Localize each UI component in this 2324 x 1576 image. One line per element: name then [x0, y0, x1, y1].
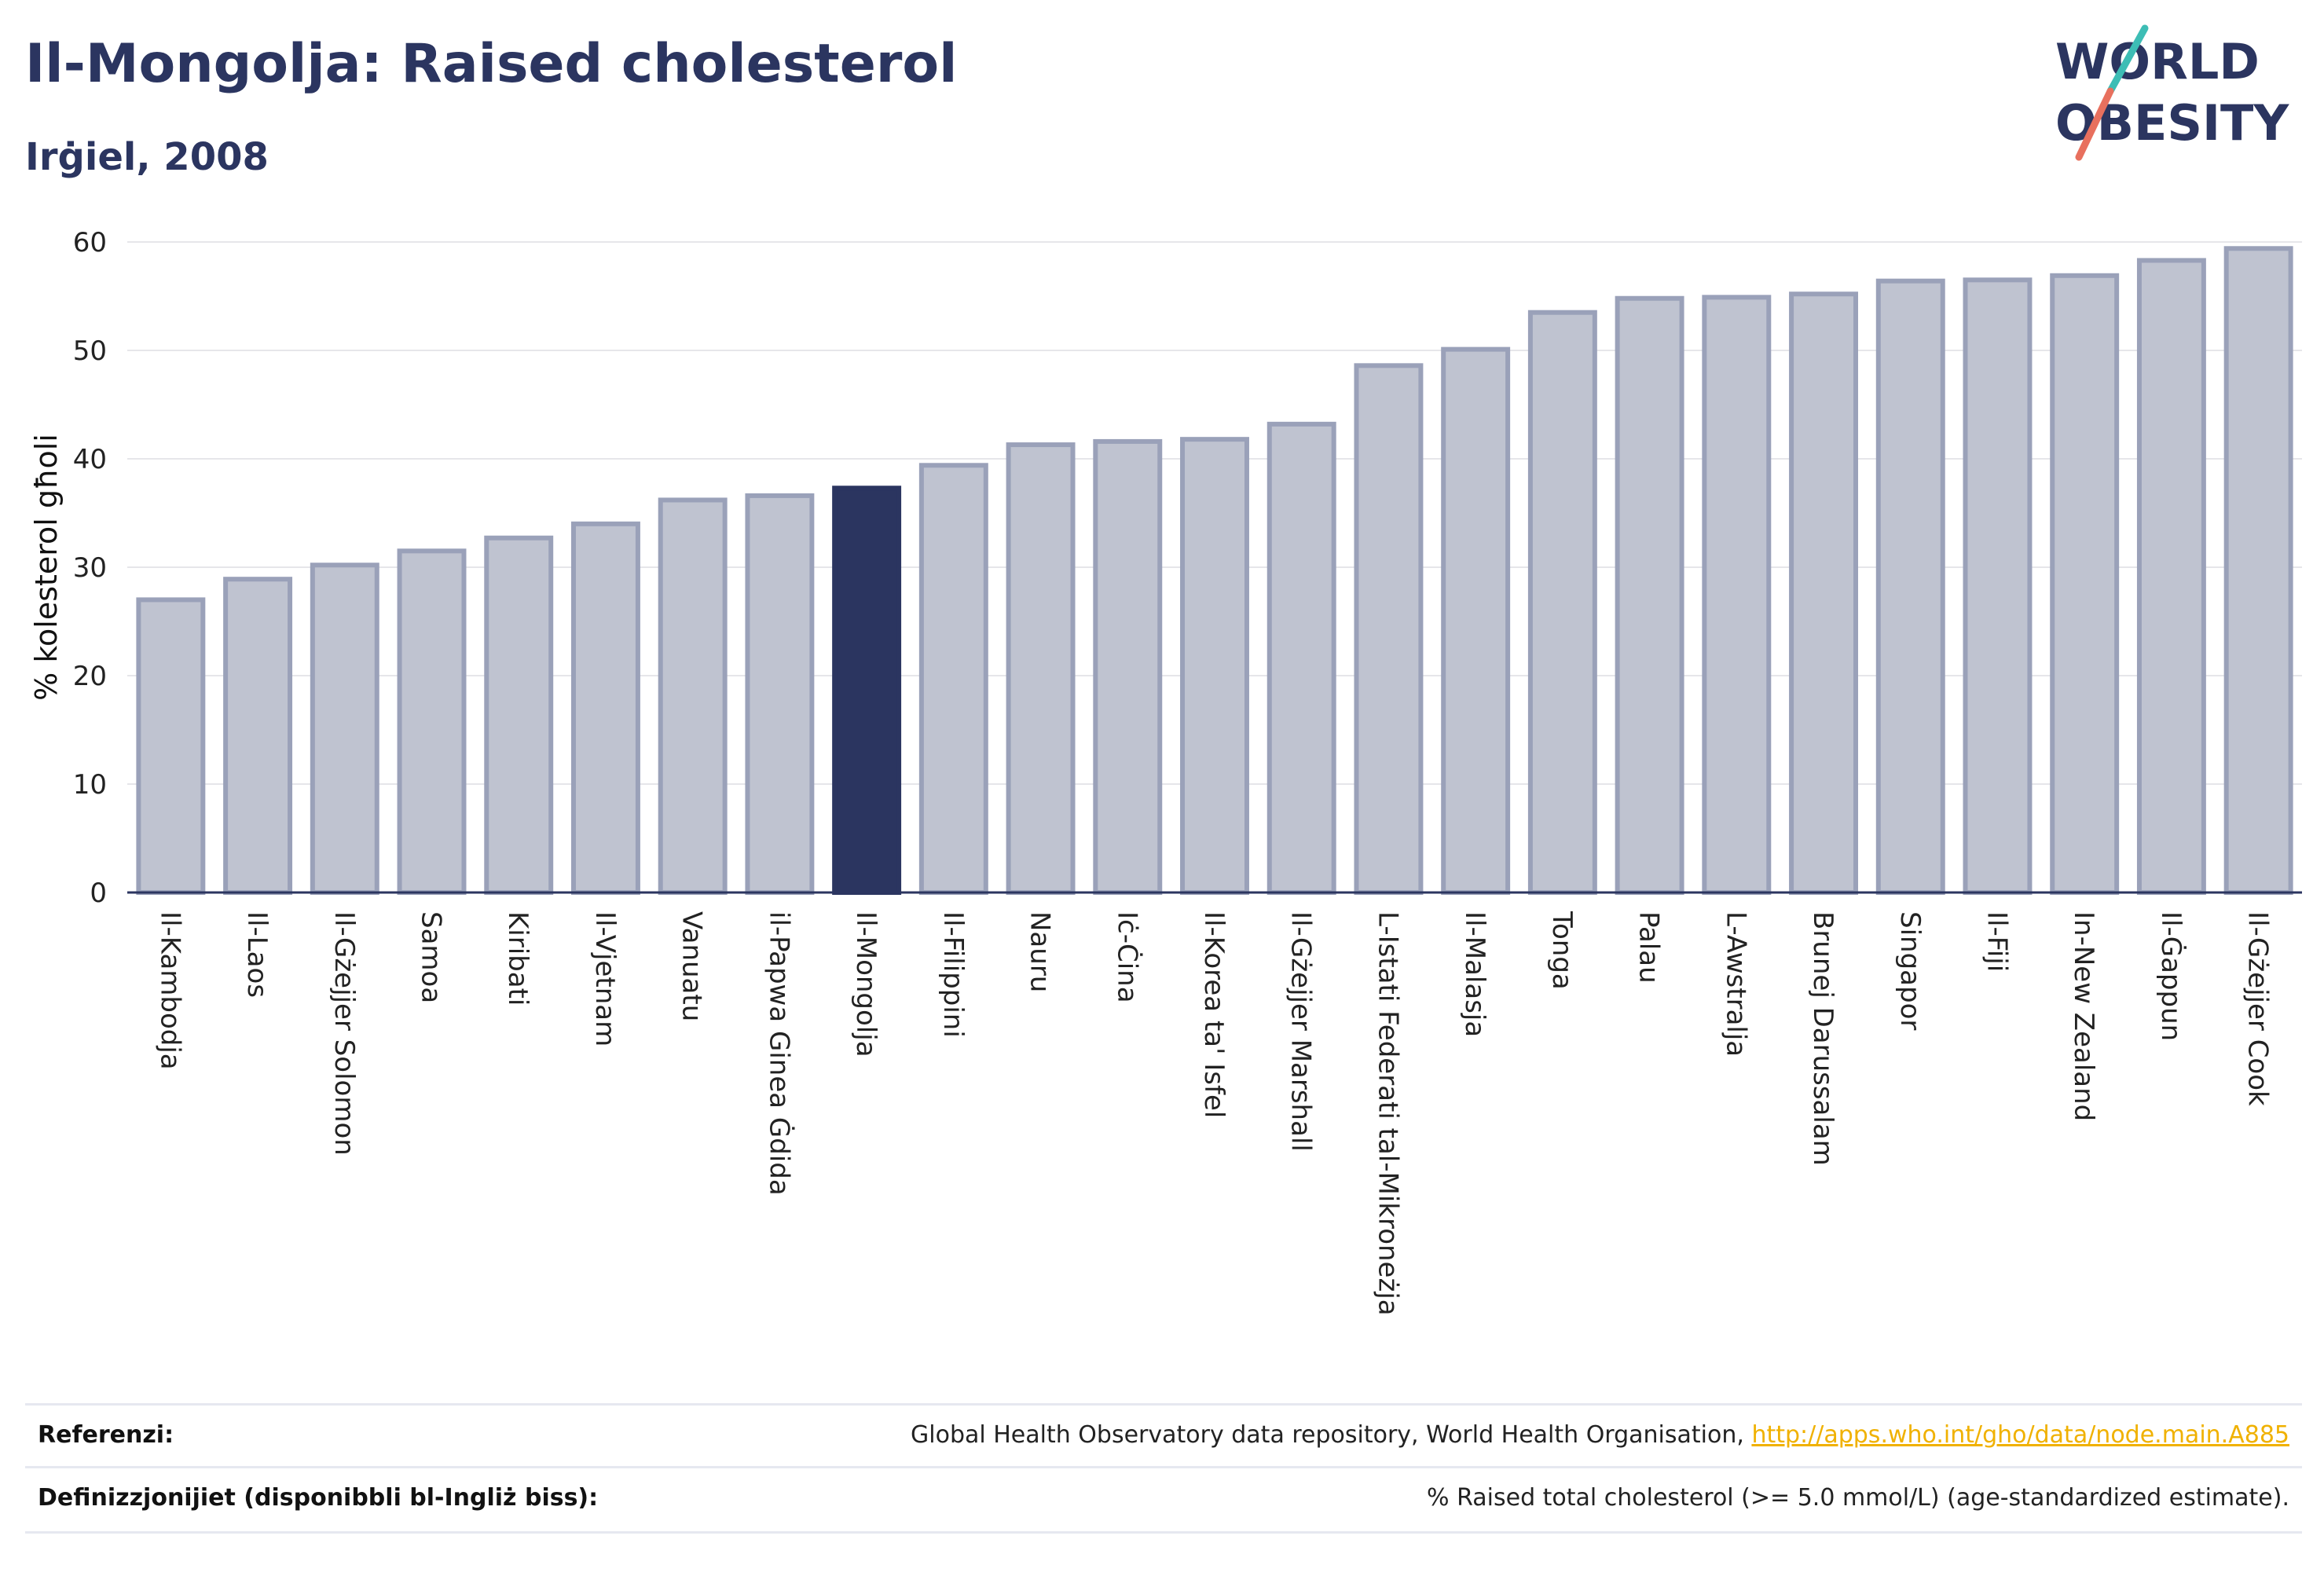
x-tick-label: Il-Kambodja: [154, 911, 185, 1070]
x-tick-label: L-Istati Federati tal-Mikroneżja: [1372, 911, 1403, 1316]
bar[interactable]: [397, 548, 467, 895]
bar[interactable]: [2050, 273, 2120, 895]
bar[interactable]: [1963, 277, 2033, 896]
x-tick-label: Il-Gżejjer Solomon: [328, 911, 360, 1156]
bar[interactable]: [1006, 442, 1076, 895]
x-tick-label: Tonga: [1546, 911, 1578, 990]
footer-row-definitions: Definizzjonijiet (disponibbli bl-Ingliż …: [25, 1466, 2302, 1534]
bar[interactable]: [1789, 291, 1859, 896]
bar-chart: 0 10 20 30 40 50 60 % kolesterol għoli Il-Kambod…: [29, 227, 2302, 1316]
bar[interactable]: [136, 597, 206, 895]
x-tick-label: Il-Korea ta' Isfel: [1198, 911, 1230, 1118]
logo-word-world: WORLD: [2055, 33, 2260, 90]
x-tick-label: Il-Fiji: [1981, 911, 2012, 972]
x-tick-label: Il-Filippini: [937, 911, 969, 1038]
x-tick-label: Il-Gżejjer Marshall: [1285, 911, 1317, 1152]
logo-word-obesity: OBESITY: [2055, 94, 2289, 152]
footer-definitions-value: % Raised total cholesterol (>= 5.0 mmol/…: [1427, 1484, 2289, 1512]
x-tick-label: il-Papwa Ginea Ġdida: [763, 911, 795, 1196]
x-tick-label: Kiribati: [502, 911, 533, 1006]
bar[interactable]: [2136, 258, 2206, 895]
bar[interactable]: [1354, 363, 1424, 895]
x-tick-label: Il-Mongolja: [850, 911, 882, 1057]
footer-references-link[interactable]: http://apps.who.int/gho/data/node.main.A…: [1751, 1421, 2289, 1449]
bar[interactable]: [223, 577, 293, 895]
y-tick-label: 10: [73, 769, 107, 801]
bar[interactable]: [1180, 437, 1249, 896]
bar[interactable]: [484, 535, 554, 895]
bar[interactable]: [918, 463, 988, 895]
bar[interactable]: [1615, 295, 1684, 895]
footer-row-references: Referenzi: Global Health Observatory dat…: [25, 1403, 2302, 1468]
page-title: Il-Mongolja: Raised cholesterol: [25, 33, 958, 95]
bar[interactable]: [658, 497, 728, 895]
x-tick-label: Il-Gżejjer Cook: [2242, 911, 2274, 1106]
y-tick-label: 0: [90, 878, 107, 909]
y-tick-label: 60: [73, 227, 107, 258]
bar[interactable]: [1266, 421, 1336, 895]
x-tick-label: Il-Malasja: [1459, 911, 1490, 1037]
bar[interactable]: [745, 493, 815, 895]
bar[interactable]: [310, 563, 379, 895]
bar[interactable]: [1702, 295, 1772, 895]
x-tick-label: Palau: [1633, 911, 1665, 984]
bar[interactable]: [1527, 310, 1597, 895]
footer-references-value: Global Health Observatory data repositor…: [911, 1421, 2289, 1449]
footer-references-label: Referenzi:: [38, 1421, 174, 1449]
x-tick-label: In-New Zealand: [2068, 911, 2099, 1121]
world-obesity-logo[interactable]: WORLD OBESITY: [2043, 22, 2310, 171]
y-tick-label: 40: [73, 444, 107, 475]
bar[interactable]: [1441, 346, 1511, 895]
x-tick-label: Brunej Darussalam: [1807, 911, 1838, 1166]
y-axis-label: % kolesterol għoli: [29, 434, 64, 701]
bar[interactable]: [570, 521, 640, 895]
x-tick-label: Iċ-Ċina: [1111, 911, 1143, 1003]
logo-slash-teal: [2106, 24, 2149, 95]
bar[interactable]: [1093, 438, 1163, 896]
y-tick-label: 20: [73, 661, 107, 692]
bar[interactable]: [1875, 278, 1945, 896]
x-tick-label: L-Awstralja: [1720, 911, 1751, 1057]
page-subtitle: Irġiel, 2008: [25, 135, 269, 179]
x-tick-label: Il-Laos: [241, 911, 273, 998]
logo-slash-coral: [2075, 87, 2114, 161]
footer-definitions-label: Definizzjonijiet (disponibbli bl-Ingliż …: [38, 1484, 599, 1512]
y-tick-label: 30: [73, 552, 107, 584]
x-tick-label: Il-Ġappun: [2155, 911, 2187, 1041]
x-tick-label: Singapor: [1894, 911, 1926, 1030]
y-tick-label: 50: [73, 335, 107, 367]
x-tick-label: Nauru: [1025, 911, 1056, 992]
bar[interactable]: [2223, 246, 2293, 895]
x-tick-label: Vanuatu: [676, 911, 708, 1021]
x-tick-label: Il-Vjetnam: [589, 911, 621, 1046]
footer-references-text: Global Health Observatory data repositor…: [911, 1421, 1752, 1449]
x-tick-label: Samoa: [416, 911, 447, 1003]
bar-highlight[interactable]: [832, 486, 902, 895]
